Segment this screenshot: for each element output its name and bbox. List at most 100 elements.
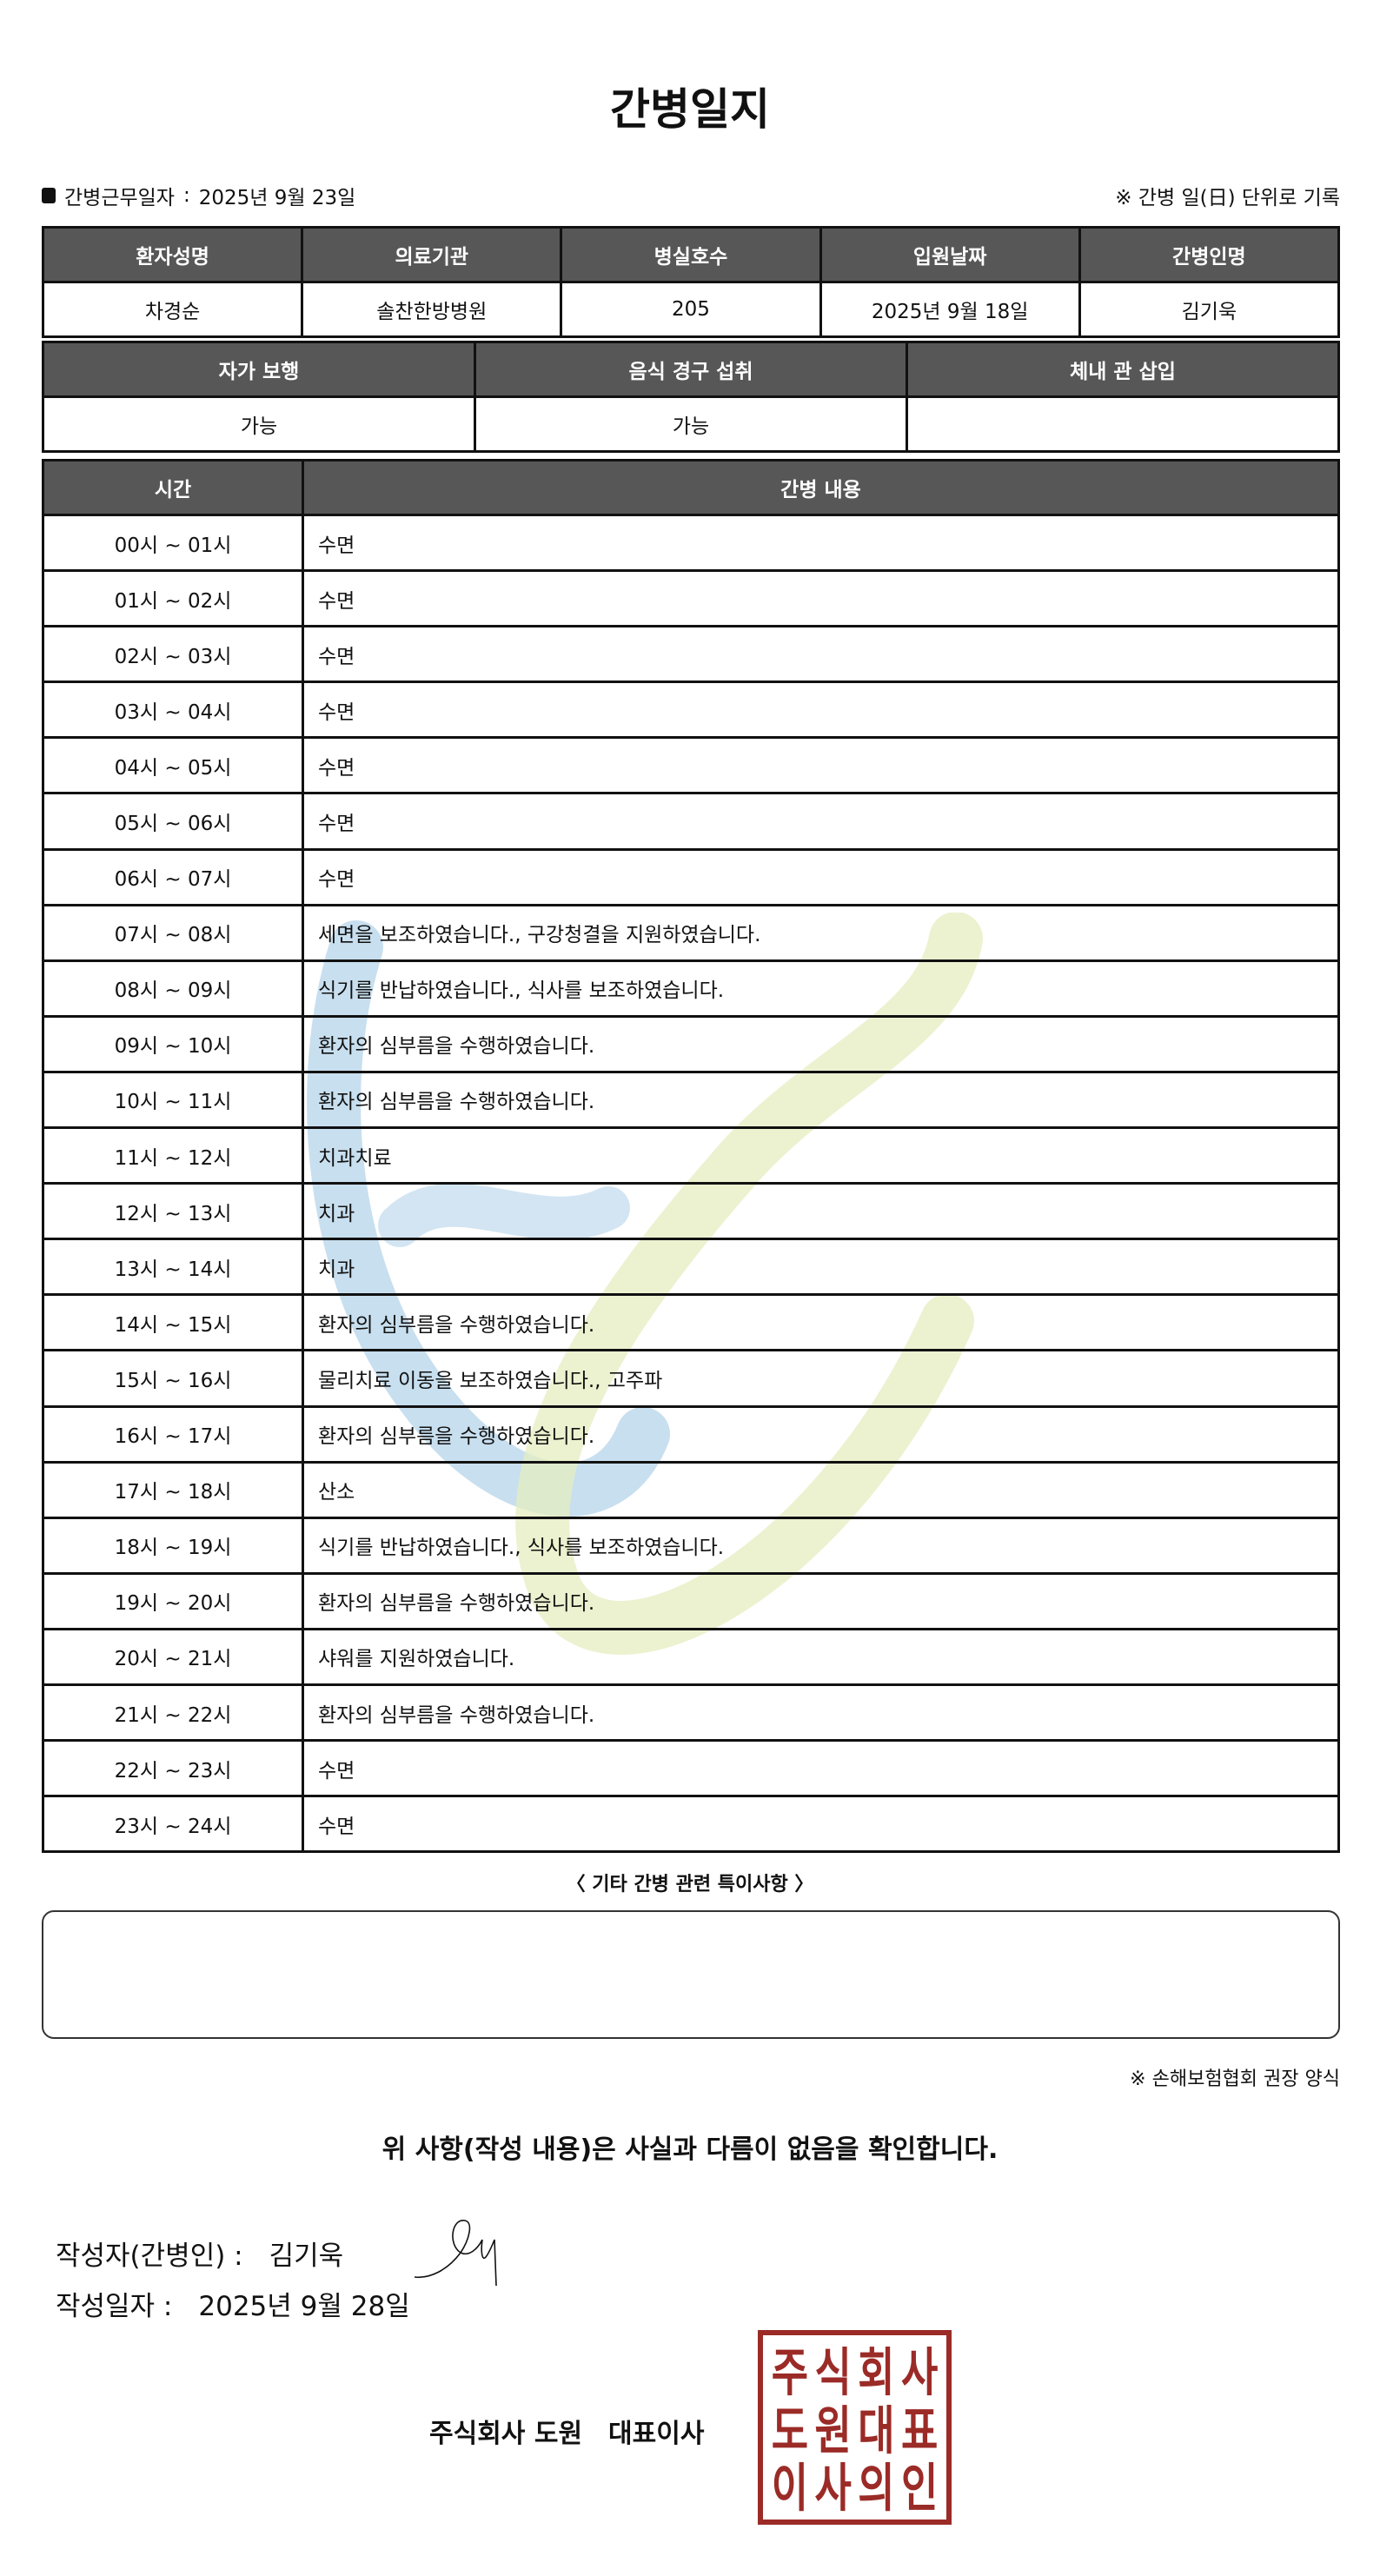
care-content: 식기를 반납하였습니다., 식사를 보조하였습니다. [302,1516,1340,1575]
written-date-value: 2025년 9월 28일 [198,2291,410,2322]
stamp-glyph: 표 [900,2400,939,2461]
time-slot: 08시 ~ 09시 [42,959,304,1018]
table-row: 02시 ~ 03시 수면 [42,625,1340,684]
footnote: ※ 손해보험협회 권장 양식 [1130,2068,1340,2090]
writer-line: 작성자(간병인) : 김기욱 [56,2218,526,2287]
header-cell: 간병인명 [1078,226,1341,283]
work-date: 간병근무일자 : 2025년 9월 23일 [42,181,355,210]
patient-name: 차경순 [41,281,304,338]
time-slot: 02시 ~ 03시 [42,625,304,684]
time-slot: 03시 ~ 04시 [42,681,304,740]
signature-image [415,2220,497,2287]
header-time: 시간 [42,459,304,516]
work-date-value: 2025년 9월 23일 [198,187,356,209]
time-slot: 17시 ~ 18시 [42,1460,304,1519]
table-row: 10시 ~ 11시 환자의 심부름을 수행하였습니다. [42,1070,1340,1130]
caregiver-name: 김기욱 [1078,281,1341,338]
header-cell: 체내 관 삽입 [906,341,1340,398]
care-content: 수면 [302,625,1340,684]
table-row: 12시 ~ 13시 치과 [42,1182,1340,1241]
care-content: 수면 [302,792,1340,851]
time-slot: 05시 ~ 06시 [42,792,304,851]
stamp-glyph: 사 [814,2458,852,2520]
notes-box[interactable] [42,1910,1340,2039]
company-line: 주식회사 도원 대표이사 [429,2412,704,2450]
table-row: 14시 ~ 15시 환자의 심부름을 수행하였습니다. [42,1293,1340,1352]
care-content: 수면 [302,1739,1340,1798]
time-slot: 06시 ~ 07시 [42,847,304,906]
header-cell: 입원날짜 [819,226,1081,283]
bullet-icon [42,188,56,203]
table-row: 16시 ~ 17시 환자의 심부름을 수행하였습니다. [42,1404,1340,1464]
time-slot: 04시 ~ 05시 [42,736,304,795]
stamp-glyph: 도 [771,2400,809,2461]
time-slot: 22시 ~ 23시 [42,1739,304,1798]
header-cell: 자가 보행 [42,341,476,398]
care-content: 샤워를 지원하였습니다. [302,1627,1340,1686]
table-row: 01시 ~ 02시 수면 [42,569,1340,628]
table-row: 05시 ~ 06시 수면 [42,792,1340,851]
table-row: 22시 ~ 23시 수면 [42,1739,1340,1798]
time-slot: 07시 ~ 08시 [42,903,304,962]
care-content: 환자의 심부름을 수행하였습니다. [302,1293,1340,1352]
admission-date: 2025년 9월 18일 [819,281,1081,338]
confirmation-statement: 위 사항(작성 내용)은 사실과 다름이 없음을 확인합니다. [381,2134,999,2165]
writer-name: 김기욱 [269,2240,344,2272]
table-row: 19시 ~ 20시 환자의 심부름을 수행하였습니다. [42,1571,1340,1630]
time-slot: 00시 ~ 01시 [42,513,304,573]
care-content: 환자의 심부름을 수행하였습니다. [302,1404,1340,1464]
time-slot: 01시 ~ 02시 [42,569,304,628]
tube-insertion [906,395,1340,453]
header-content: 간병 내용 [302,459,1340,516]
patient-info-table: 환자성명 의료기관 병실호수 입원날짜 간병인명 차경순 솔찬한방병원 205 2025년 9… [41,226,1341,338]
time-slot: 16시 ~ 17시 [42,1404,304,1464]
company-role: 대표이사 [608,2419,705,2449]
time-slot: 13시 ~ 14시 [42,1238,304,1297]
table-row: 17시 ~ 18시 산소 [42,1460,1340,1519]
room-number: 205 [560,281,822,338]
header-cell: 음식 경구 섭취 [474,341,908,398]
care-content: 치과 [302,1182,1340,1241]
care-content: 환자의 심부름을 수행하였습니다. [302,1571,1340,1630]
table-row: 23시 ~ 24시 수면 [42,1795,1340,1854]
time-slot: 09시 ~ 10시 [42,1014,304,1073]
table-row: 13시 ~ 14시 치과 [42,1238,1340,1297]
table-row: 00시 ~ 01시 수면 [42,513,1340,573]
time-slot: 18시 ~ 19시 [42,1516,304,1575]
time-slot: 21시 ~ 22시 [42,1683,304,1743]
table-row: 09시 ~ 10시 환자의 심부름을 수행하였습니다. [42,1014,1340,1073]
care-content: 수면 [302,513,1340,573]
table-row: 03시 ~ 04시 수면 [42,681,1340,740]
table-row: 08시 ~ 09시 식기를 반납하였습니다., 식사를 보조하였습니다. [42,959,1340,1018]
self-walking: 가능 [42,395,476,453]
company-name: 주식회사 도원 [429,2419,583,2449]
stamp-glyph: 회 [858,2342,895,2404]
time-slot: 12시 ~ 13시 [42,1182,304,1241]
care-content: 환자의 심부름을 수행하였습니다. [302,1014,1340,1073]
time-slot: 11시 ~ 12시 [42,1126,304,1185]
care-content: 수면 [302,681,1340,740]
care-content: 세면을 보조하였습니다., 구강청결을 지원하였습니다. [302,903,1340,962]
care-log-table: 시간 간병 내용 00시 ~ 01시 수면 01시 ~ 02시 수면 02시 ~ 03시 수… [42,459,1340,1854]
care-content: 식기를 반납하였습니다., 식사를 보조하였습니다. [302,959,1340,1018]
stamp-glyph: 대 [858,2400,895,2461]
time-slot: 15시 ~ 16시 [42,1349,304,1408]
care-content: 환자의 심부름을 수행하였습니다. [302,1683,1340,1743]
care-content: 환자의 심부름을 수행하였습니다. [302,1070,1340,1130]
record-note: ※ 간병 일(日) 단위로 기록 [1115,187,1340,209]
care-content: 산소 [302,1460,1340,1519]
table-row: 07시 ~ 08시 세면을 보조하였습니다., 구강청결을 지원하였습니다. [42,903,1340,962]
care-content: 물리치료 이동을 보조하였습니다., 고주파 [302,1349,1340,1408]
page-title: 간병일지 [610,84,770,135]
header-cell: 환자성명 [41,226,304,283]
notes-label: 〈 기타 간병 관련 특이사항 〉 [566,1874,814,1895]
care-content: 치과치료 [302,1126,1340,1185]
header-cell: 병실호수 [560,226,822,283]
table-row: 21시 ~ 22시 환자의 심부름을 수행하였습니다. [42,1683,1340,1743]
writer-label: 작성자(간병인) : [56,2240,243,2272]
written-date: 작성일자 : 2025년 9월 28일 [56,2284,410,2323]
time-slot: 14시 ~ 15시 [42,1293,304,1352]
table-row: 15시 ~ 16시 물리치료 이동을 보조하였습니다., 고주파 [42,1349,1340,1408]
stamp-glyph: 식 [814,2342,852,2404]
